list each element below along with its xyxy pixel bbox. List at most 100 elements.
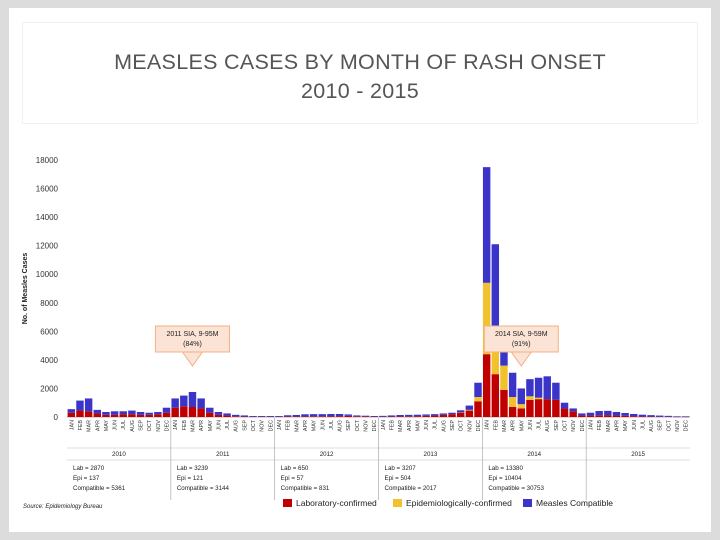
- month-tick-label: OCT: [251, 419, 257, 431]
- month-tick-label: AUG: [130, 420, 136, 432]
- month-tick-label: FEB: [182, 420, 188, 431]
- bar-segment: [396, 416, 404, 417]
- month-tick-label: MAR: [502, 420, 508, 432]
- month-tick-label: AUG: [338, 420, 344, 432]
- month-tick-label: FEB: [493, 420, 499, 431]
- year-summary-line: Compatible = 5361: [73, 485, 126, 492]
- year-summary-line: Lab = 3239: [177, 465, 209, 472]
- year-label: 2015: [631, 451, 645, 458]
- month-tick-label: AUG: [545, 420, 551, 432]
- legend-swatch: [283, 499, 292, 507]
- bar-segment: [232, 414, 240, 417]
- month-tick-label: JUL: [537, 420, 543, 430]
- bar-segment: [508, 372, 517, 398]
- month-tick-label: JAN: [173, 420, 179, 430]
- bar-segment: [318, 414, 326, 417]
- bar-segment: [180, 395, 188, 407]
- bar-segment: [534, 399, 543, 417]
- bar-segment: [491, 244, 500, 328]
- bar-segment: [586, 412, 595, 416]
- bar-segment: [84, 411, 93, 417]
- month-tick-label: MAY: [208, 420, 214, 432]
- y-tick-label: 10000: [36, 270, 59, 279]
- month-tick-label: NOV: [571, 420, 577, 432]
- bar-segment: [647, 415, 655, 417]
- bar-segment: [119, 414, 127, 417]
- bar-segment: [154, 412, 162, 415]
- bar-segment: [67, 409, 76, 413]
- month-tick-label: JAN: [588, 420, 594, 430]
- y-tick-label: 18000: [36, 156, 59, 165]
- month-tick-label: NOV: [467, 420, 473, 432]
- month-tick-label: JUN: [113, 420, 119, 431]
- bar-segment: [344, 414, 352, 416]
- y-tick-label: 8000: [40, 299, 58, 308]
- bar-segment: [136, 414, 145, 417]
- month-tick-label: DEC: [580, 420, 586, 431]
- month-tick-label: JAN: [69, 420, 75, 430]
- bar-segment: [162, 412, 171, 417]
- callout-line-1: 2011 SIA, 9-95M: [166, 331, 218, 338]
- year-summary-line: Compatible = 831: [281, 485, 330, 492]
- bar-segment: [578, 415, 586, 417]
- bar-segment: [162, 407, 171, 413]
- bar-segment: [171, 407, 179, 417]
- bar-segment: [301, 416, 309, 417]
- month-tick-label: MAR: [294, 420, 300, 432]
- bar-segment: [93, 413, 102, 417]
- bar-segment: [119, 411, 127, 415]
- bar-segment: [474, 397, 482, 402]
- year-label: 2012: [320, 451, 334, 458]
- bar-segment: [517, 388, 525, 405]
- month-tick-label: SEP: [139, 420, 145, 431]
- month-tick-label: APR: [614, 420, 620, 431]
- bar-segment: [569, 408, 577, 412]
- bar-segment: [206, 412, 214, 417]
- month-tick-label: JAN: [277, 420, 283, 430]
- bar-segment: [508, 407, 517, 417]
- title-line-1: MEASLES CASES BY MONTH OF RASH ONSET: [114, 50, 606, 74]
- bar-segment: [595, 411, 603, 416]
- bar-segment: [526, 396, 534, 400]
- bar-segment: [655, 415, 664, 417]
- bar-segment: [128, 414, 136, 417]
- month-tick-label: OCT: [666, 419, 672, 431]
- year-summary-line: Epi = 57: [281, 475, 304, 482]
- year-summary-line: Compatible = 3144: [177, 485, 230, 492]
- bar-segment: [630, 414, 638, 417]
- month-tick-label: DEC: [165, 420, 171, 431]
- month-tick-label: DEC: [684, 420, 690, 431]
- month-tick-label: SEP: [242, 420, 248, 431]
- bar-segment: [283, 415, 292, 417]
- bar-segment: [266, 416, 275, 417]
- bar-segment: [500, 389, 508, 417]
- month-tick-label: FEB: [597, 420, 603, 431]
- bar-segment: [223, 415, 231, 417]
- bar-segment: [422, 414, 430, 416]
- month-tick-label: FEB: [286, 420, 292, 431]
- chart-panel: No. of Measles Cases 0 2000 4000 6000 8000 100…: [15, 128, 705, 528]
- bar-segment: [482, 282, 491, 355]
- bar-segment: [283, 416, 292, 417]
- bar-segment: [413, 416, 422, 417]
- year-label: 2014: [527, 451, 541, 458]
- bar-segment: [604, 410, 612, 416]
- bar-segment: [188, 392, 197, 408]
- bar-segment: [560, 408, 569, 417]
- bar-segment: [327, 414, 335, 417]
- month-tick-label: MAY: [415, 420, 421, 432]
- bar-segment: [448, 412, 456, 415]
- bar-segment: [145, 414, 153, 417]
- year-label: 2013: [424, 451, 438, 458]
- year-summary-line: Lab = 3207: [385, 465, 417, 472]
- bar-segment: [93, 409, 102, 414]
- callout-arrow-icon: [181, 351, 204, 367]
- month-tick-label: SEP: [450, 420, 456, 431]
- month-tick-label: AUG: [441, 420, 447, 432]
- bar-segment: [474, 382, 482, 398]
- month-tick-label: MAR: [190, 420, 196, 432]
- bar-segment: [361, 415, 370, 417]
- bar-segment: [630, 416, 638, 417]
- month-tick-label: OCT: [147, 419, 153, 431]
- bar-segment: [197, 408, 205, 417]
